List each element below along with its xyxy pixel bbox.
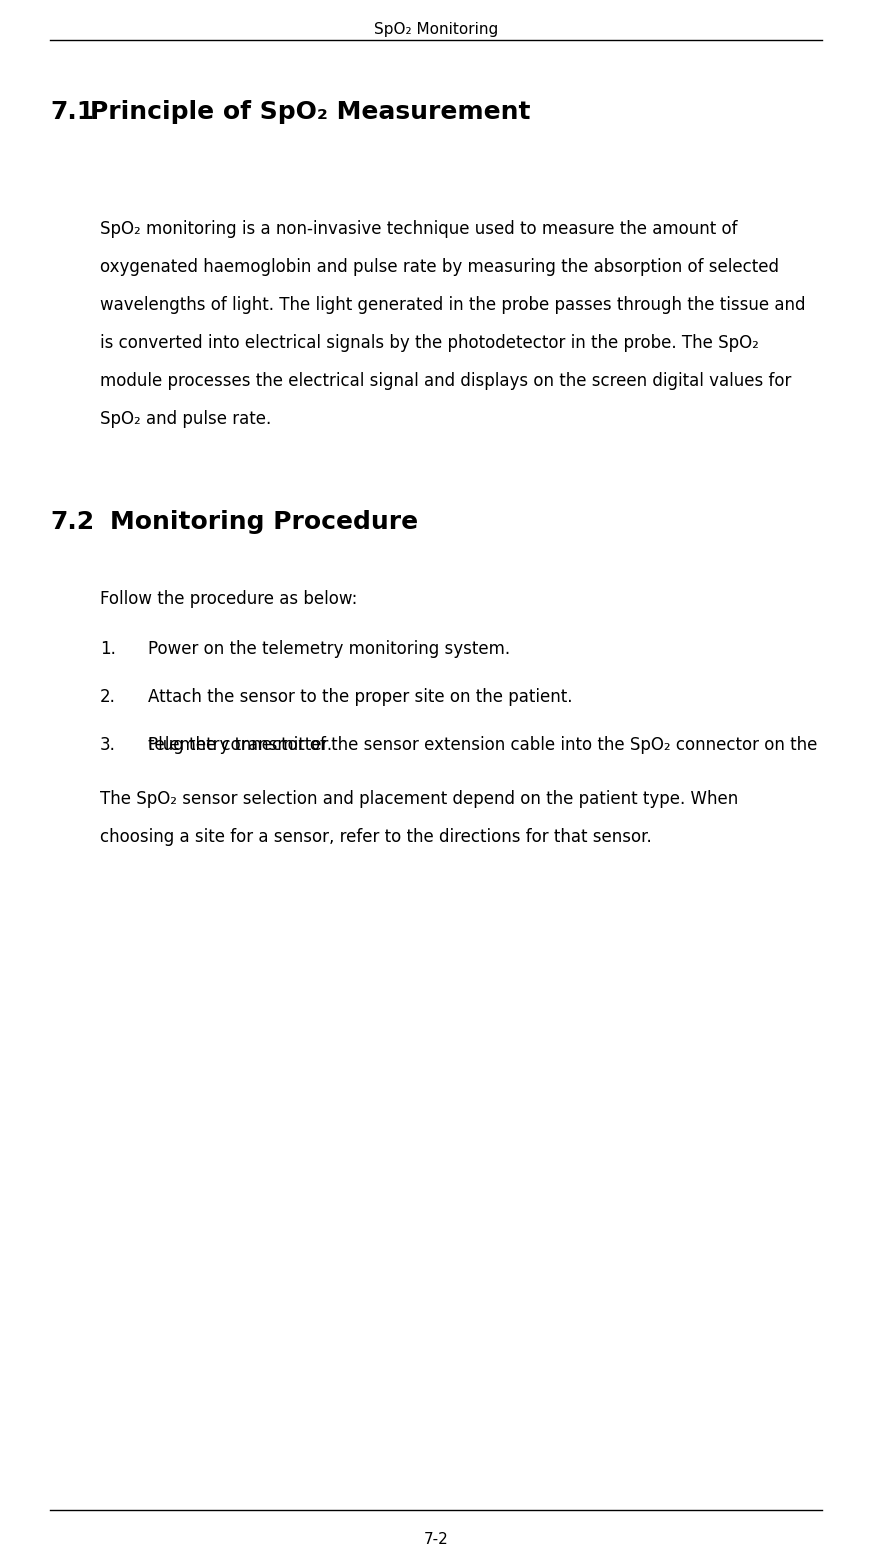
Text: SpO₂ Monitoring: SpO₂ Monitoring bbox=[374, 22, 498, 37]
Text: Principle of SpO₂ Measurement: Principle of SpO₂ Measurement bbox=[90, 99, 530, 124]
Text: Plug the connector of the sensor extension cable into the SpO₂ connector on the: Plug the connector of the sensor extensi… bbox=[148, 736, 817, 754]
Text: Attach the sensor to the proper site on the patient.: Attach the sensor to the proper site on … bbox=[148, 688, 573, 706]
Text: SpO₂ monitoring is a non-invasive technique used to measure the amount of: SpO₂ monitoring is a non-invasive techni… bbox=[100, 220, 738, 237]
Text: 7.2: 7.2 bbox=[50, 511, 94, 534]
Text: Follow the procedure as below:: Follow the procedure as below: bbox=[100, 590, 358, 608]
Text: wavelengths of light. The light generated in the probe passes through the tissue: wavelengths of light. The light generate… bbox=[100, 296, 806, 314]
Text: 7.1: 7.1 bbox=[50, 99, 94, 124]
Text: 7-2: 7-2 bbox=[424, 1532, 448, 1547]
Text: 2.: 2. bbox=[100, 688, 116, 706]
Text: oxygenated haemoglobin and pulse rate by measuring the absorption of selected: oxygenated haemoglobin and pulse rate by… bbox=[100, 258, 779, 276]
Text: SpO₂ and pulse rate.: SpO₂ and pulse rate. bbox=[100, 410, 271, 428]
Text: The SpO₂ sensor selection and placement depend on the patient type. When: The SpO₂ sensor selection and placement … bbox=[100, 790, 739, 809]
Text: 3.: 3. bbox=[100, 736, 116, 754]
Text: 1.: 1. bbox=[100, 639, 116, 658]
Text: Power on the telemetry monitoring system.: Power on the telemetry monitoring system… bbox=[148, 639, 510, 658]
Text: is converted into electrical signals by the photodetector in the probe. The SpO₂: is converted into electrical signals by … bbox=[100, 334, 759, 352]
Text: Monitoring Procedure: Monitoring Procedure bbox=[110, 511, 419, 534]
Text: module processes the electrical signal and displays on the screen digital values: module processes the electrical signal a… bbox=[100, 372, 792, 390]
Text: choosing a site for a sensor, refer to the directions for that sensor.: choosing a site for a sensor, refer to t… bbox=[100, 829, 651, 846]
Text: telemetry transmitter.: telemetry transmitter. bbox=[148, 736, 332, 754]
